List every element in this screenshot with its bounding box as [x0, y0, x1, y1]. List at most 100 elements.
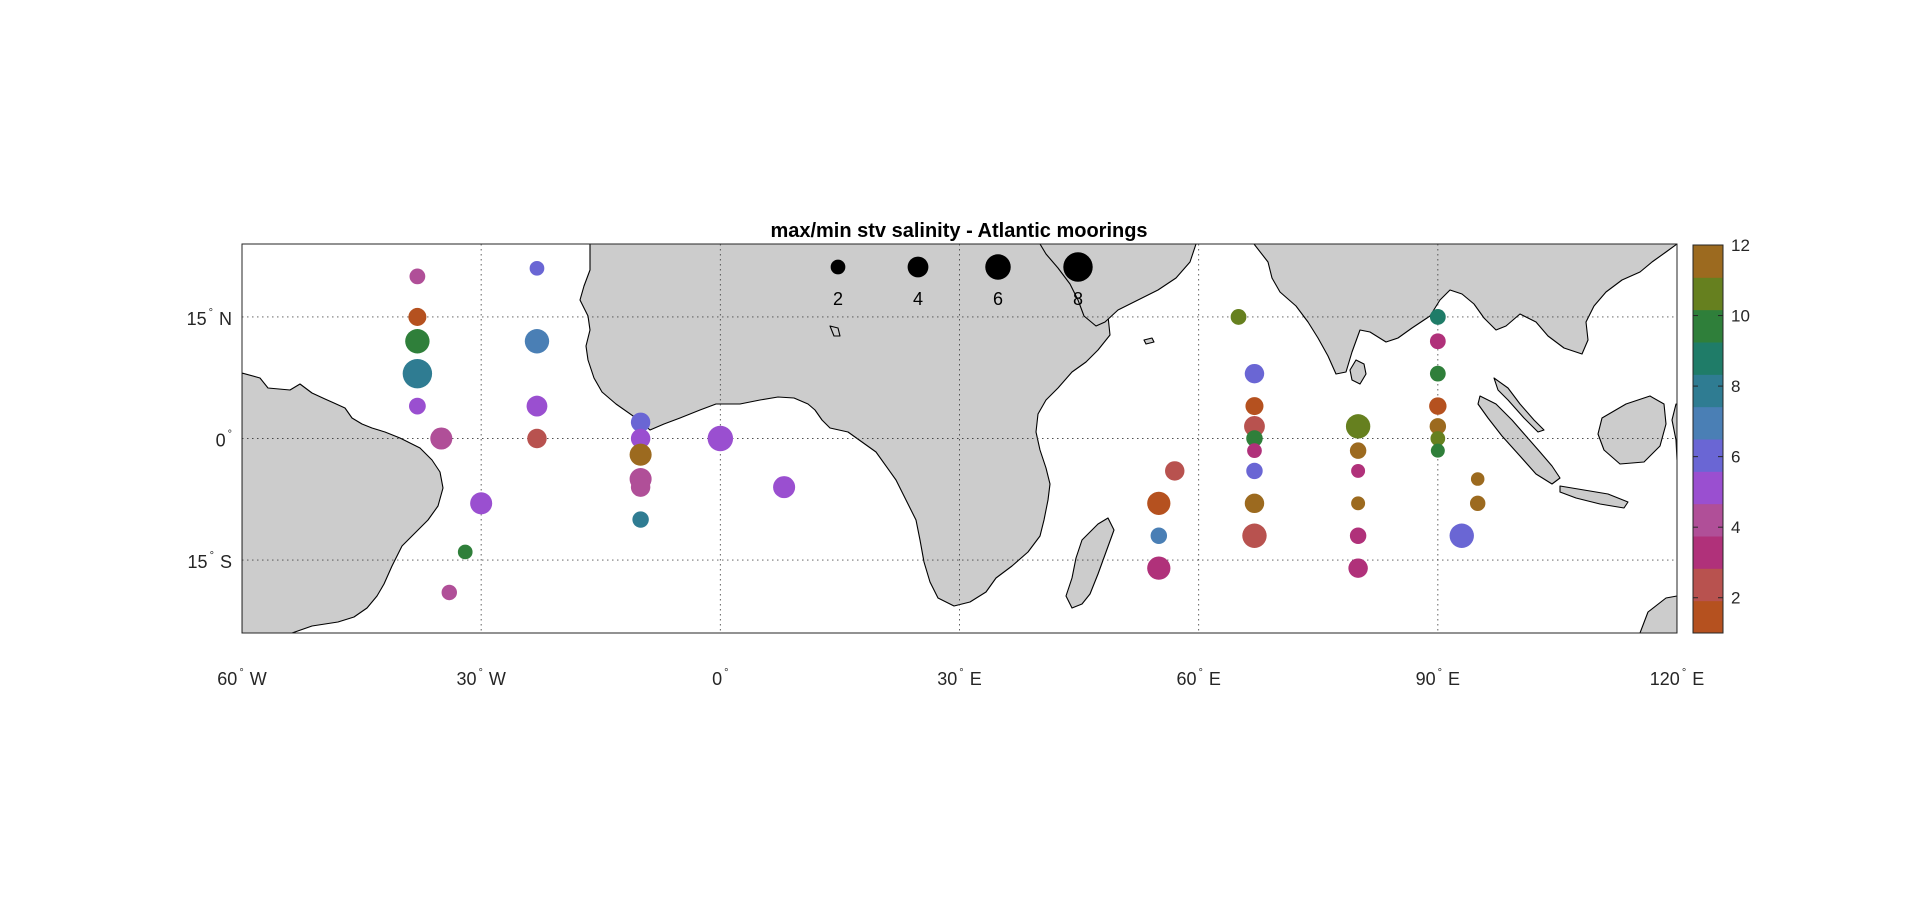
mooring-marker: [1147, 491, 1171, 515]
canary-islands: [829, 325, 841, 337]
colorbar: 2 4 6 8 10 12: [1692, 236, 1750, 634]
mooring-marker: [1242, 523, 1267, 548]
mooring-marker: [526, 395, 548, 417]
madagascar-landmass: [1065, 517, 1115, 609]
lon-tick-label: 90 ° E: [1416, 667, 1460, 689]
size-legend-marker: [985, 254, 1011, 280]
svg-text:30°E: 30 ° E: [937, 667, 981, 689]
mooring-marker: [441, 584, 457, 601]
size-legend-marker: [907, 256, 929, 278]
colorbar-tick-label: 6: [1731, 448, 1740, 467]
mooring-markers: [402, 260, 1486, 601]
mooring-marker: [1429, 418, 1447, 435]
mooring-marker: [1429, 333, 1446, 350]
svg-text:0°: 0 °: [712, 667, 728, 689]
svg-text:30°W: 30 ° W: [456, 667, 505, 689]
malay-peninsula-landmass: [1493, 377, 1545, 433]
mooring-marker: [629, 443, 652, 466]
colorbar-segment: [1693, 245, 1723, 278]
lon-tick-label: 0 °: [712, 667, 728, 689]
colorbar-segment: [1693, 600, 1723, 634]
mooring-marker: [1245, 397, 1264, 416]
svg-text:120°E: 120 ° E: [1650, 667, 1704, 689]
mooring-marker: [1247, 443, 1262, 459]
lon-tick-label: 30 ° W: [456, 667, 505, 689]
colorbar-segment: [1693, 406, 1723, 440]
mooring-marker: [1449, 523, 1474, 548]
mooring-marker: [1429, 365, 1446, 382]
mooring-marker: [632, 511, 649, 528]
size-legend-label: 4: [913, 289, 923, 309]
mooring-marker: [408, 307, 427, 326]
australia-landmass: [1639, 595, 1677, 633]
mooring-marker: [1348, 558, 1368, 578]
mooring-marker: [1470, 472, 1485, 486]
land-layer: [242, 244, 1677, 633]
africa-landmass: [579, 244, 1197, 607]
colorbar-segment: [1693, 277, 1723, 311]
south-america-landmass: [242, 372, 444, 633]
mooring-marker: [1469, 495, 1486, 512]
mooring-marker: [1244, 363, 1265, 384]
size-legend-marker: [830, 259, 846, 275]
sumatra-landmass: [1477, 395, 1561, 485]
colorbar-tick-label: 10: [1731, 307, 1750, 326]
mooring-marker: [1349, 527, 1367, 544]
colorbar-frame: [1692, 244, 1724, 634]
mooring-marker: [529, 260, 545, 276]
borneo-landmass: [1597, 395, 1667, 465]
size-legend-marker: [1063, 252, 1093, 282]
mooring-marker: [1246, 430, 1263, 447]
colorbar-tick-label: 12: [1731, 236, 1750, 255]
mooring-marker: [1351, 496, 1366, 511]
mooring-marker: [1244, 415, 1265, 437]
colorbar-segment: [1693, 439, 1723, 472]
mooring-marker: [630, 412, 651, 433]
lat-tick-label: 15 ° N: [187, 307, 232, 329]
lat-tick-label: 15 ° S: [188, 550, 232, 572]
svg-text:0°: 0 °: [216, 429, 232, 451]
mooring-marker: [1430, 431, 1446, 446]
svg-text:15°S: 15 ° S: [188, 550, 232, 572]
colorbar-segment: [1693, 342, 1723, 375]
map-title: max/min stv salinity - Atlantic moorings: [770, 220, 1147, 242]
mooring-marker: [1165, 461, 1185, 481]
longitude-tick-labels: 60 ° W 30 ° W 0 ° 30 ° E 60 ° E 90 ° E 120 ° E: [217, 667, 1704, 689]
svg-text:60°E: 60 ° E: [1176, 667, 1220, 689]
mooring-marker: [1430, 443, 1445, 458]
svg-text:90°E: 90 ° E: [1416, 667, 1460, 689]
mooring-marker: [1429, 309, 1446, 325]
colorbar-tick-label: 8: [1731, 377, 1740, 396]
colorbar-segment: [1693, 309, 1723, 343]
mooring-marker: [1150, 527, 1168, 544]
mooring-marker: [405, 329, 430, 354]
lon-tick-label: 60 ° W: [217, 667, 266, 689]
size-legend-label: 6: [993, 289, 1003, 309]
mooring-marker: [773, 476, 796, 499]
colorbar-tick-label: 2: [1731, 589, 1740, 608]
mooring-marker: [1244, 493, 1265, 514]
mooring-marker: [1429, 397, 1447, 415]
lon-tick-label: 120 ° E: [1650, 667, 1704, 689]
latitude-tick-labels: 15 ° N 0 ° 15 ° S: [187, 307, 232, 572]
mooring-marker: [409, 397, 426, 415]
india-asia-landmass: [1253, 244, 1677, 375]
colorbar-segment: [1693, 471, 1723, 505]
mooring-marker: [1147, 556, 1171, 580]
mooring-marker: [1351, 463, 1366, 478]
socotra-island: [1143, 337, 1155, 345]
mooring-marker: [402, 358, 433, 389]
size-legend-label: 2: [833, 289, 843, 309]
mooring-marker: [630, 477, 651, 497]
mooring-marker: [1246, 462, 1263, 480]
sri-lanka-landmass: [1349, 359, 1367, 385]
svg-text:15°N: 15 ° N: [187, 307, 232, 329]
mooring-marker: [527, 428, 547, 449]
mooring-marker: [470, 492, 493, 515]
mooring-marker: [1349, 442, 1367, 459]
size-legend-label: 8: [1073, 289, 1083, 309]
colorbar-segment: [1693, 568, 1723, 602]
colorbar-segment: [1693, 536, 1723, 569]
mooring-marker: [707, 425, 734, 452]
